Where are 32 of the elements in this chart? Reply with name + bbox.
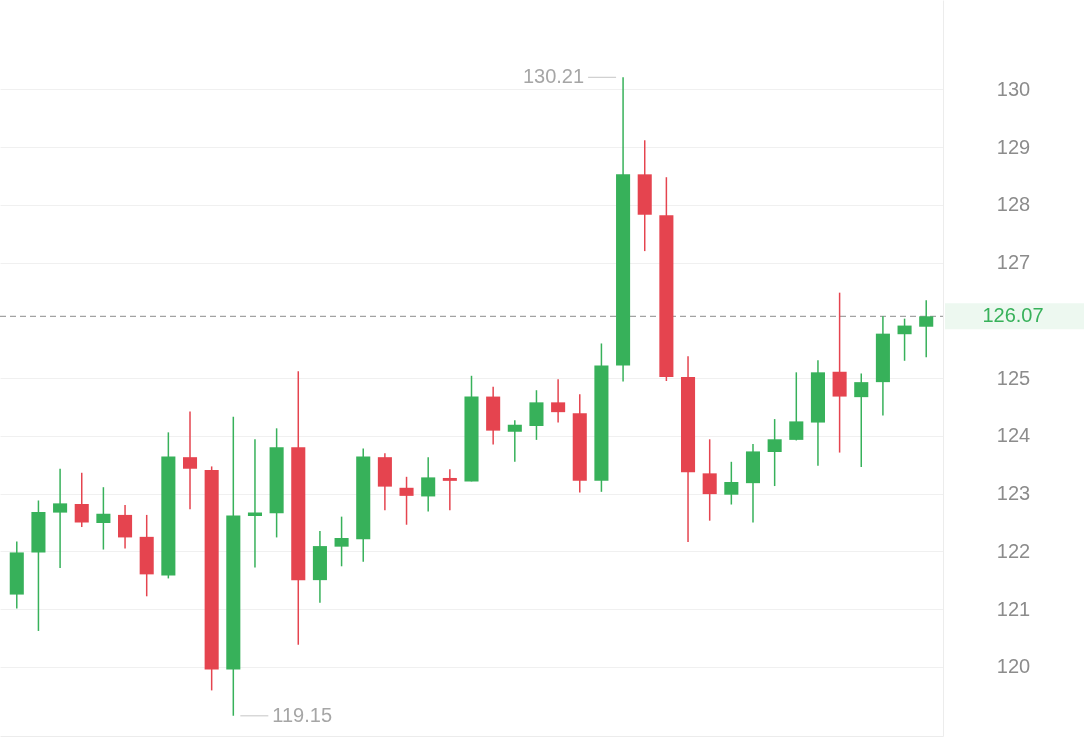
- y-tick-label: 129: [996, 135, 1031, 158]
- ref-line-label: 126.07: [982, 304, 1044, 327]
- y-tick-label: 123: [996, 482, 1031, 505]
- candlestick: [724, 461, 739, 506]
- candlestick: [442, 468, 457, 512]
- candlestick: [421, 456, 436, 513]
- y-tick-label: 125: [996, 366, 1031, 389]
- candlestick: [118, 504, 133, 550]
- y-tick-label: 127: [996, 251, 1031, 274]
- candlestick: [767, 418, 782, 487]
- y-tick-label: 128: [996, 193, 1031, 216]
- candlestick: [399, 476, 414, 526]
- y-tick-label: 120: [996, 655, 1031, 678]
- candlestick: [334, 515, 349, 568]
- annotation: 119.15: [272, 703, 332, 726]
- candlestick: [897, 317, 912, 362]
- candlestick: [789, 371, 804, 442]
- candlestick: [53, 467, 68, 569]
- candlestick: [96, 486, 111, 551]
- candlestick: [507, 419, 522, 463]
- annotation: 130.21: [522, 65, 585, 88]
- candlestick: [854, 372, 869, 468]
- candlestick: [74, 472, 89, 528]
- y-tick-label: 130: [996, 77, 1031, 100]
- candlestick: [919, 299, 934, 359]
- y-tick-label: 124: [996, 424, 1031, 447]
- candlestick: [702, 438, 717, 522]
- y-tick-label: 122: [996, 539, 1031, 562]
- y-tick-label: 121: [996, 597, 1031, 620]
- candlestick: [551, 378, 566, 424]
- candlestick: [182, 410, 198, 510]
- candlestick: [529, 389, 544, 441]
